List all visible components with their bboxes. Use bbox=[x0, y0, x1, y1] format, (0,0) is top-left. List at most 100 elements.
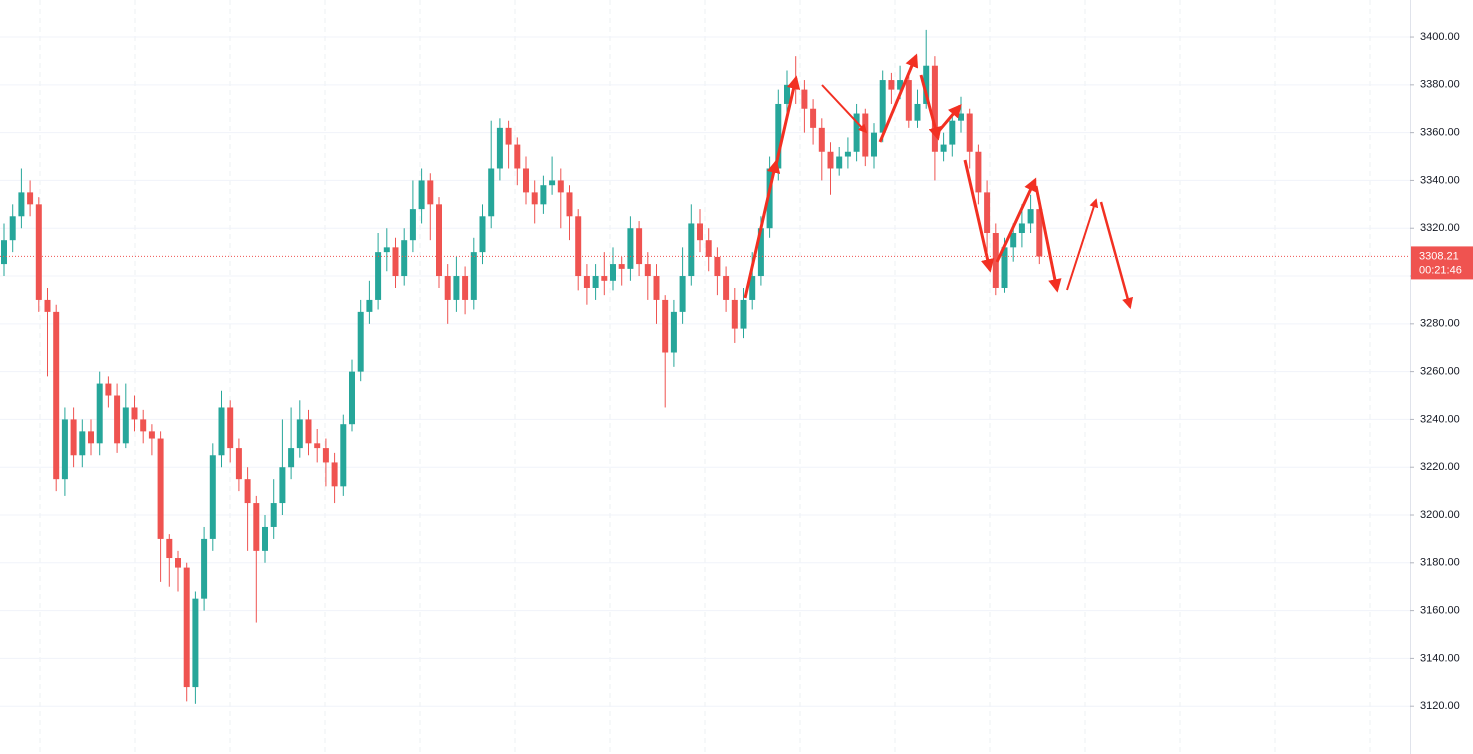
candle-body bbox=[157, 438, 164, 539]
candle-body bbox=[784, 84, 790, 104]
arrow bbox=[821, 84, 868, 134]
candle-body bbox=[122, 407, 129, 444]
candle-body bbox=[914, 103, 921, 121]
candle-body bbox=[523, 168, 529, 193]
candle-body bbox=[836, 156, 843, 169]
candle-body bbox=[966, 113, 973, 152]
candle-body bbox=[218, 407, 225, 456]
candle-body bbox=[958, 113, 964, 121]
candle-body bbox=[201, 538, 208, 599]
candle-body bbox=[531, 192, 538, 205]
candle-body bbox=[714, 256, 721, 277]
candle-body bbox=[9, 216, 16, 241]
candle-body bbox=[740, 299, 747, 329]
candle-body bbox=[549, 180, 556, 186]
candle-body bbox=[653, 276, 660, 300]
price-axis-labels: 3120.00 3140.00 3160.00 3180.00 3200.00 3220.… bbox=[1410, 31, 1473, 712]
candle-body bbox=[670, 311, 677, 353]
candle-body bbox=[314, 443, 321, 449]
y-tick-label: 3320.00 bbox=[1420, 222, 1460, 234]
candle-body bbox=[688, 223, 695, 277]
arrow bbox=[1099, 201, 1134, 310]
candle-body bbox=[1001, 247, 1008, 288]
candle-body bbox=[992, 233, 999, 288]
arrow bbox=[774, 75, 801, 166]
candle-body bbox=[401, 240, 408, 277]
candle-body bbox=[975, 151, 982, 193]
candle-body bbox=[931, 65, 938, 152]
y-tick-label: 3160.00 bbox=[1420, 605, 1460, 617]
candle-body bbox=[53, 311, 60, 480]
candle-body bbox=[757, 228, 764, 277]
candle-body bbox=[575, 216, 582, 277]
candle-body bbox=[288, 448, 295, 468]
candle-body bbox=[244, 479, 251, 504]
candle-body bbox=[679, 276, 686, 312]
y-tick-label: 3200.00 bbox=[1420, 509, 1460, 521]
candle-body bbox=[279, 467, 286, 504]
candle-body bbox=[775, 103, 782, 169]
candle-body bbox=[1010, 233, 1017, 248]
candle-body bbox=[453, 276, 460, 300]
candle-body bbox=[18, 192, 25, 217]
candle-body bbox=[166, 538, 173, 559]
candle-body bbox=[514, 144, 521, 169]
candle-body bbox=[44, 299, 51, 312]
candle-body bbox=[818, 127, 825, 152]
y-tick-label: 3360.00 bbox=[1420, 127, 1460, 139]
candle-body bbox=[114, 395, 121, 444]
price-axis bbox=[1410, 0, 1473, 754]
y-tick-label: 3240.00 bbox=[1420, 413, 1460, 425]
candle-body bbox=[940, 144, 947, 152]
candle-body bbox=[1036, 209, 1043, 257]
candle-body bbox=[862, 113, 869, 157]
y-tick-label: 3140.00 bbox=[1420, 652, 1460, 664]
candle-body bbox=[392, 247, 399, 277]
y-tick-label: 3340.00 bbox=[1420, 174, 1460, 186]
candle-body bbox=[253, 503, 260, 551]
candle-body bbox=[505, 127, 512, 145]
candle-body bbox=[801, 89, 808, 109]
y-tick-label: 3120.00 bbox=[1420, 700, 1460, 712]
candle-body bbox=[418, 180, 425, 210]
candle-body bbox=[488, 168, 495, 217]
candle-body bbox=[175, 558, 181, 568]
candle-body bbox=[601, 276, 608, 281]
candles bbox=[0, 29, 1410, 704]
candle-body bbox=[88, 431, 94, 444]
candle-body bbox=[183, 567, 190, 688]
candle-body bbox=[462, 276, 469, 300]
candle-body bbox=[557, 180, 564, 193]
arrow bbox=[995, 177, 1037, 263]
candle-body bbox=[61, 419, 68, 480]
candle-body bbox=[192, 598, 199, 688]
y-tick-label: 3180.00 bbox=[1420, 557, 1460, 569]
candle-body bbox=[227, 407, 234, 449]
candle-body bbox=[296, 419, 303, 449]
candle-body bbox=[636, 228, 643, 265]
current-price-box bbox=[1411, 246, 1473, 280]
candle-body bbox=[540, 185, 547, 205]
arrow bbox=[936, 103, 962, 133]
candle-body bbox=[427, 180, 434, 205]
candle-body bbox=[610, 264, 616, 281]
candle-body bbox=[766, 168, 773, 229]
candle-body bbox=[70, 419, 77, 456]
candle-body bbox=[723, 276, 730, 300]
candle-body bbox=[479, 216, 486, 253]
candle-body bbox=[305, 419, 312, 444]
candle-body bbox=[827, 151, 834, 169]
arrow bbox=[919, 74, 942, 141]
candle-body bbox=[888, 80, 895, 90]
candle-body bbox=[1027, 209, 1034, 224]
candle-body bbox=[697, 223, 703, 241]
candle-body bbox=[984, 192, 991, 234]
candle-body bbox=[844, 151, 851, 157]
y-tick-label: 3280.00 bbox=[1420, 318, 1460, 330]
candle-body bbox=[105, 383, 112, 396]
candle-body bbox=[375, 252, 382, 300]
candle-body bbox=[1018, 223, 1025, 234]
